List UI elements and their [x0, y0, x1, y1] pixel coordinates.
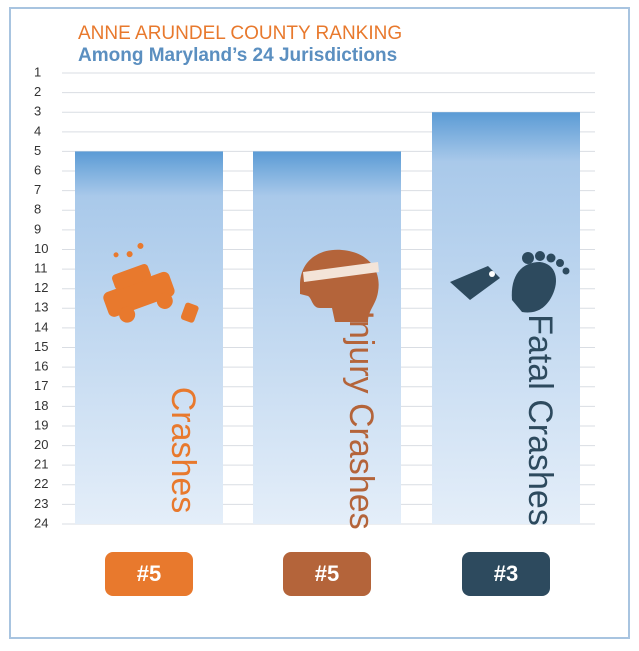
y-tick-label: 9	[34, 221, 41, 236]
labels: Crashes #5 Injury Crashes #5 Fatal Crashes #3	[105, 310, 559, 596]
chart-title: ANNE ARUNDEL COUNTY RANKING	[78, 23, 402, 44]
bars	[75, 112, 580, 524]
y-tick-label: 3	[34, 104, 41, 119]
crash-icon	[103, 242, 199, 323]
y-tick-label: 13	[34, 300, 48, 315]
category-label: Fatal Crashes	[521, 314, 559, 526]
y-tick-label: 7	[34, 182, 41, 197]
frame	[9, 7, 630, 639]
y-tick-label: 2	[34, 84, 41, 99]
y-tick-label: 10	[34, 241, 48, 256]
injury-icon	[300, 249, 379, 322]
y-tick-label: 15	[34, 339, 48, 354]
y-tick-label: 17	[34, 378, 48, 393]
bar	[253, 151, 401, 524]
y-tick-label: 20	[34, 437, 48, 452]
y-tick-label: 23	[34, 496, 48, 511]
y-tick-label: 16	[34, 359, 48, 374]
y-tick-label: 24	[34, 515, 48, 530]
category-label: Crashes	[164, 387, 202, 514]
y-tick-label: 8	[34, 202, 41, 217]
y-tick-label: 19	[34, 417, 48, 432]
y-tick-label: 6	[34, 162, 41, 177]
rank-label: #5	[137, 561, 161, 586]
y-tick-label: 1	[34, 64, 41, 79]
y-tick-label: 14	[34, 319, 48, 334]
rank-badge	[462, 552, 550, 596]
category-label: Injury Crashes	[342, 310, 380, 529]
rank-label: #3	[494, 561, 518, 586]
y-tick-label: 5	[34, 143, 41, 158]
y-tick-label: 11	[34, 261, 48, 276]
chart-subtitle: Among Maryland’s 24 Jurisdictions	[78, 45, 397, 66]
bar	[75, 151, 223, 524]
rank-badge	[105, 552, 193, 596]
y-tick-label: 12	[34, 280, 48, 295]
rank-badge	[283, 552, 371, 596]
y-tick-label: 21	[34, 457, 48, 472]
fatal-icon	[450, 251, 570, 313]
rank-label: #5	[315, 561, 339, 586]
y-tick-label: 22	[34, 476, 48, 491]
y-tick-label: 18	[34, 398, 48, 413]
y-tick-label: 4	[34, 123, 41, 138]
bar	[432, 112, 580, 524]
